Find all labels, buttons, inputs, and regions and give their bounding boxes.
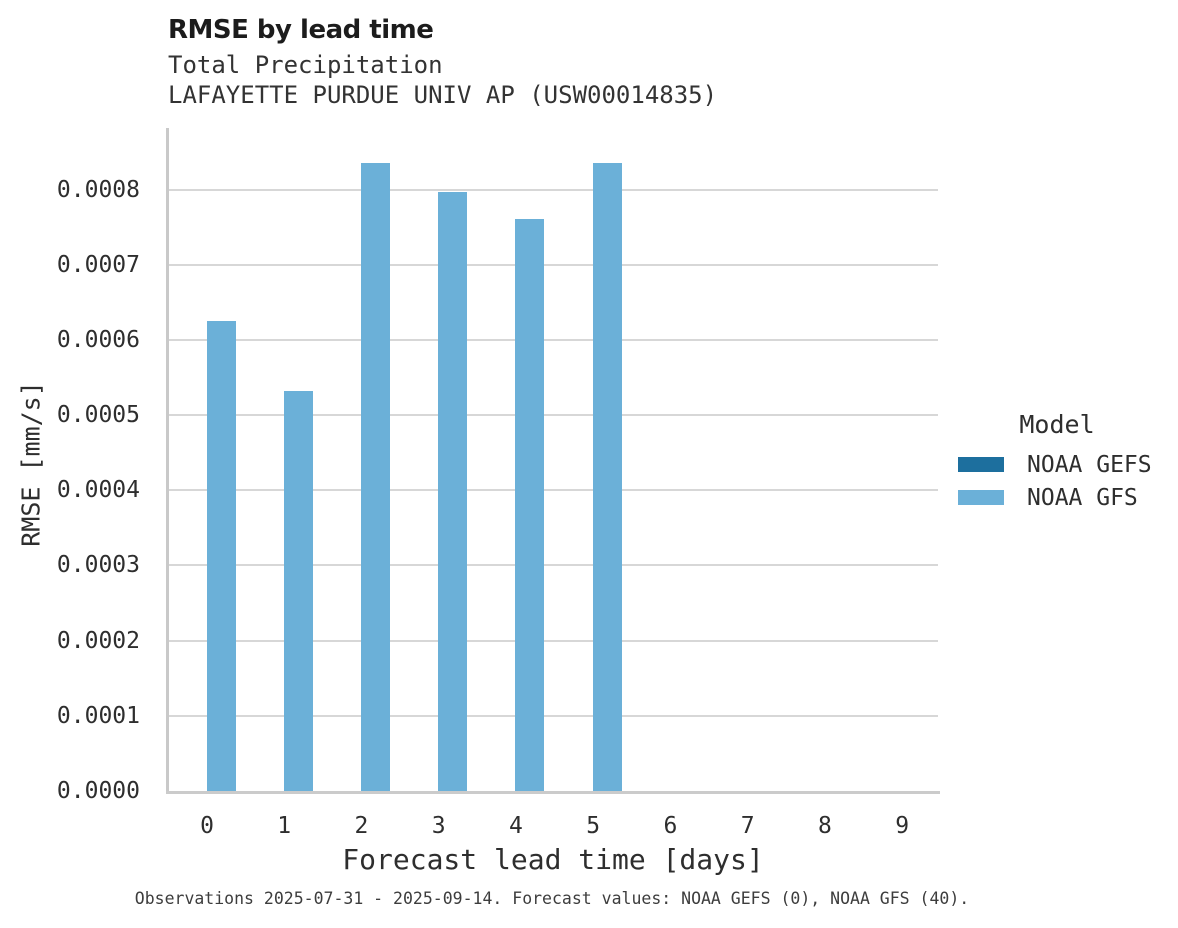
x-tick-label-0: 0 [200,813,214,839]
legend-item-noaa-gefs: NOAA GEFS [956,448,1158,481]
legend-title: Model [1019,410,1095,439]
gridline-y-0.0003 [169,564,938,567]
bar-noaa-gfs-lead-4 [515,218,545,791]
legend-label-noaa-gefs: NOAA GEFS [1027,451,1152,478]
bar-noaa-gfs-lead-0 [206,321,236,791]
x-axis-spine [166,791,940,794]
x-tick-label-4: 4 [509,813,523,839]
legend-swatch-noaa-gfs [958,490,1004,505]
gridline-y-0.0005 [169,414,938,417]
gridline-y-0.0006 [169,338,938,341]
plot-area: 0.0000 0.0001 0.0002 0.0003 0.0004 0.0005 0.00… [57,128,938,839]
footnote-caption: Observations 2025-07-31 - 2025-09-14. Fo… [134,889,970,908]
x-tick-label-1: 1 [277,813,292,839]
y-tick-label-0.0004: 0.0004 [56,477,140,504]
y-tick-label-0.0002: 0.0002 [56,627,140,654]
legend-items: NOAA GEFS NOAA GFS [956,448,1158,514]
x-tick-label-9: 9 [895,813,910,839]
x-tick-label-7: 7 [740,813,755,839]
gridline-y-0.0004 [169,489,938,492]
gridline-y-0.0002 [169,639,938,642]
legend: Model NOAA GEFS NOAA GFS [956,410,1158,514]
subtitle-station: LAFAYETTE PURDUE UNIV AP (USW00014835) [168,80,718,109]
gridline-y-0.0001 [169,714,938,717]
gridline-y-0.0008 [169,188,938,191]
y-tick-label-0.0003: 0.0003 [56,552,140,579]
bar-noaa-gfs-lead-3 [438,191,468,791]
bar-noaa-gfs-lead-2 [360,162,390,791]
y-tick-label-0.0000: 0.0000 [56,778,140,804]
x-tick-label-3: 3 [431,813,446,839]
y-tick-label-0.0006: 0.0006 [56,326,140,353]
y-tick-label-0.0008: 0.0008 [56,176,140,203]
x-tick-label-5: 5 [586,813,601,839]
y-tick-label-0.0001: 0.0001 [56,702,140,729]
chart-title: RMSE by lead time [168,15,434,45]
x-tick-label-8: 8 [817,813,832,839]
y-tick-label-0.0007: 0.0007 [56,251,140,278]
y-tick-label-0.0005: 0.0005 [56,402,140,429]
chart-subtitle: Total Precipitation LAFAYETTE PURDUE UNI… [168,51,717,110]
legend-swatch-noaa-gefs [958,457,1004,472]
x-tick-label-6: 6 [663,813,678,839]
subtitle-variable: Total Precipitation [168,51,443,79]
gridline-y-0.0007 [169,263,938,266]
bar-noaa-gfs-lead-1 [283,391,313,791]
legend-item-noaa-gfs: NOAA GFS [956,481,1158,514]
y-axis-spine [166,128,169,794]
x-axis-label: Forecast lead time [days] [342,843,764,876]
x-tick-label-2: 2 [354,813,369,839]
bar-noaa-gfs-lead-5 [592,162,622,791]
legend-label-noaa-gfs: NOAA GFS [1027,484,1138,511]
